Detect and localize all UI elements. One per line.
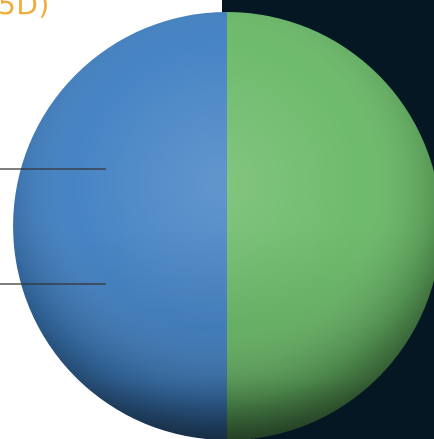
chart-title-fragment: 5D) xyxy=(0,0,50,21)
pie-shading xyxy=(13,12,434,439)
